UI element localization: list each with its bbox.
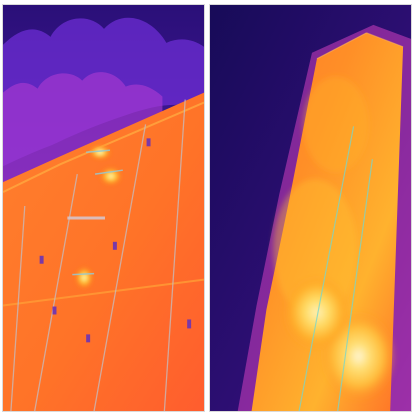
hotspot-3	[74, 265, 95, 290]
fastener-marker	[86, 334, 91, 343]
vertical-seam-2	[34, 174, 78, 411]
solar-array-surface	[3, 92, 204, 411]
heat-bloom-top	[303, 76, 369, 173]
left-hotspots	[74, 144, 123, 290]
right-vertical-seams	[298, 126, 373, 411]
fastener-marker	[112, 241, 117, 250]
top-edge-highlight	[3, 101, 204, 193]
horizontal-panel-seam	[3, 278, 204, 307]
hotspot-lower-middle	[283, 274, 351, 351]
right-thermal-panel	[209, 4, 412, 412]
top-panel-edge	[316, 32, 367, 60]
panel-fastener-markers	[39, 138, 192, 343]
right-heat-blooms	[273, 76, 397, 402]
right-panel-edge	[366, 32, 404, 48]
fastener-marker	[39, 255, 44, 264]
right-thermal-image	[210, 5, 411, 411]
vertical-seam-1	[10, 205, 26, 411]
vertical-seam-3	[93, 124, 147, 411]
hotspot-1	[88, 144, 112, 161]
fastener-marker	[146, 138, 151, 147]
warm-cloud-band	[3, 72, 163, 185]
left-thermal-panel	[2, 4, 205, 412]
hotspot-line-artifacts	[72, 149, 123, 276]
vertical-seam-4	[163, 99, 186, 411]
fastener-marker	[187, 319, 192, 329]
fastener-marker	[52, 306, 57, 315]
hotspot-2	[99, 166, 123, 187]
left-thermal-image	[3, 5, 204, 411]
